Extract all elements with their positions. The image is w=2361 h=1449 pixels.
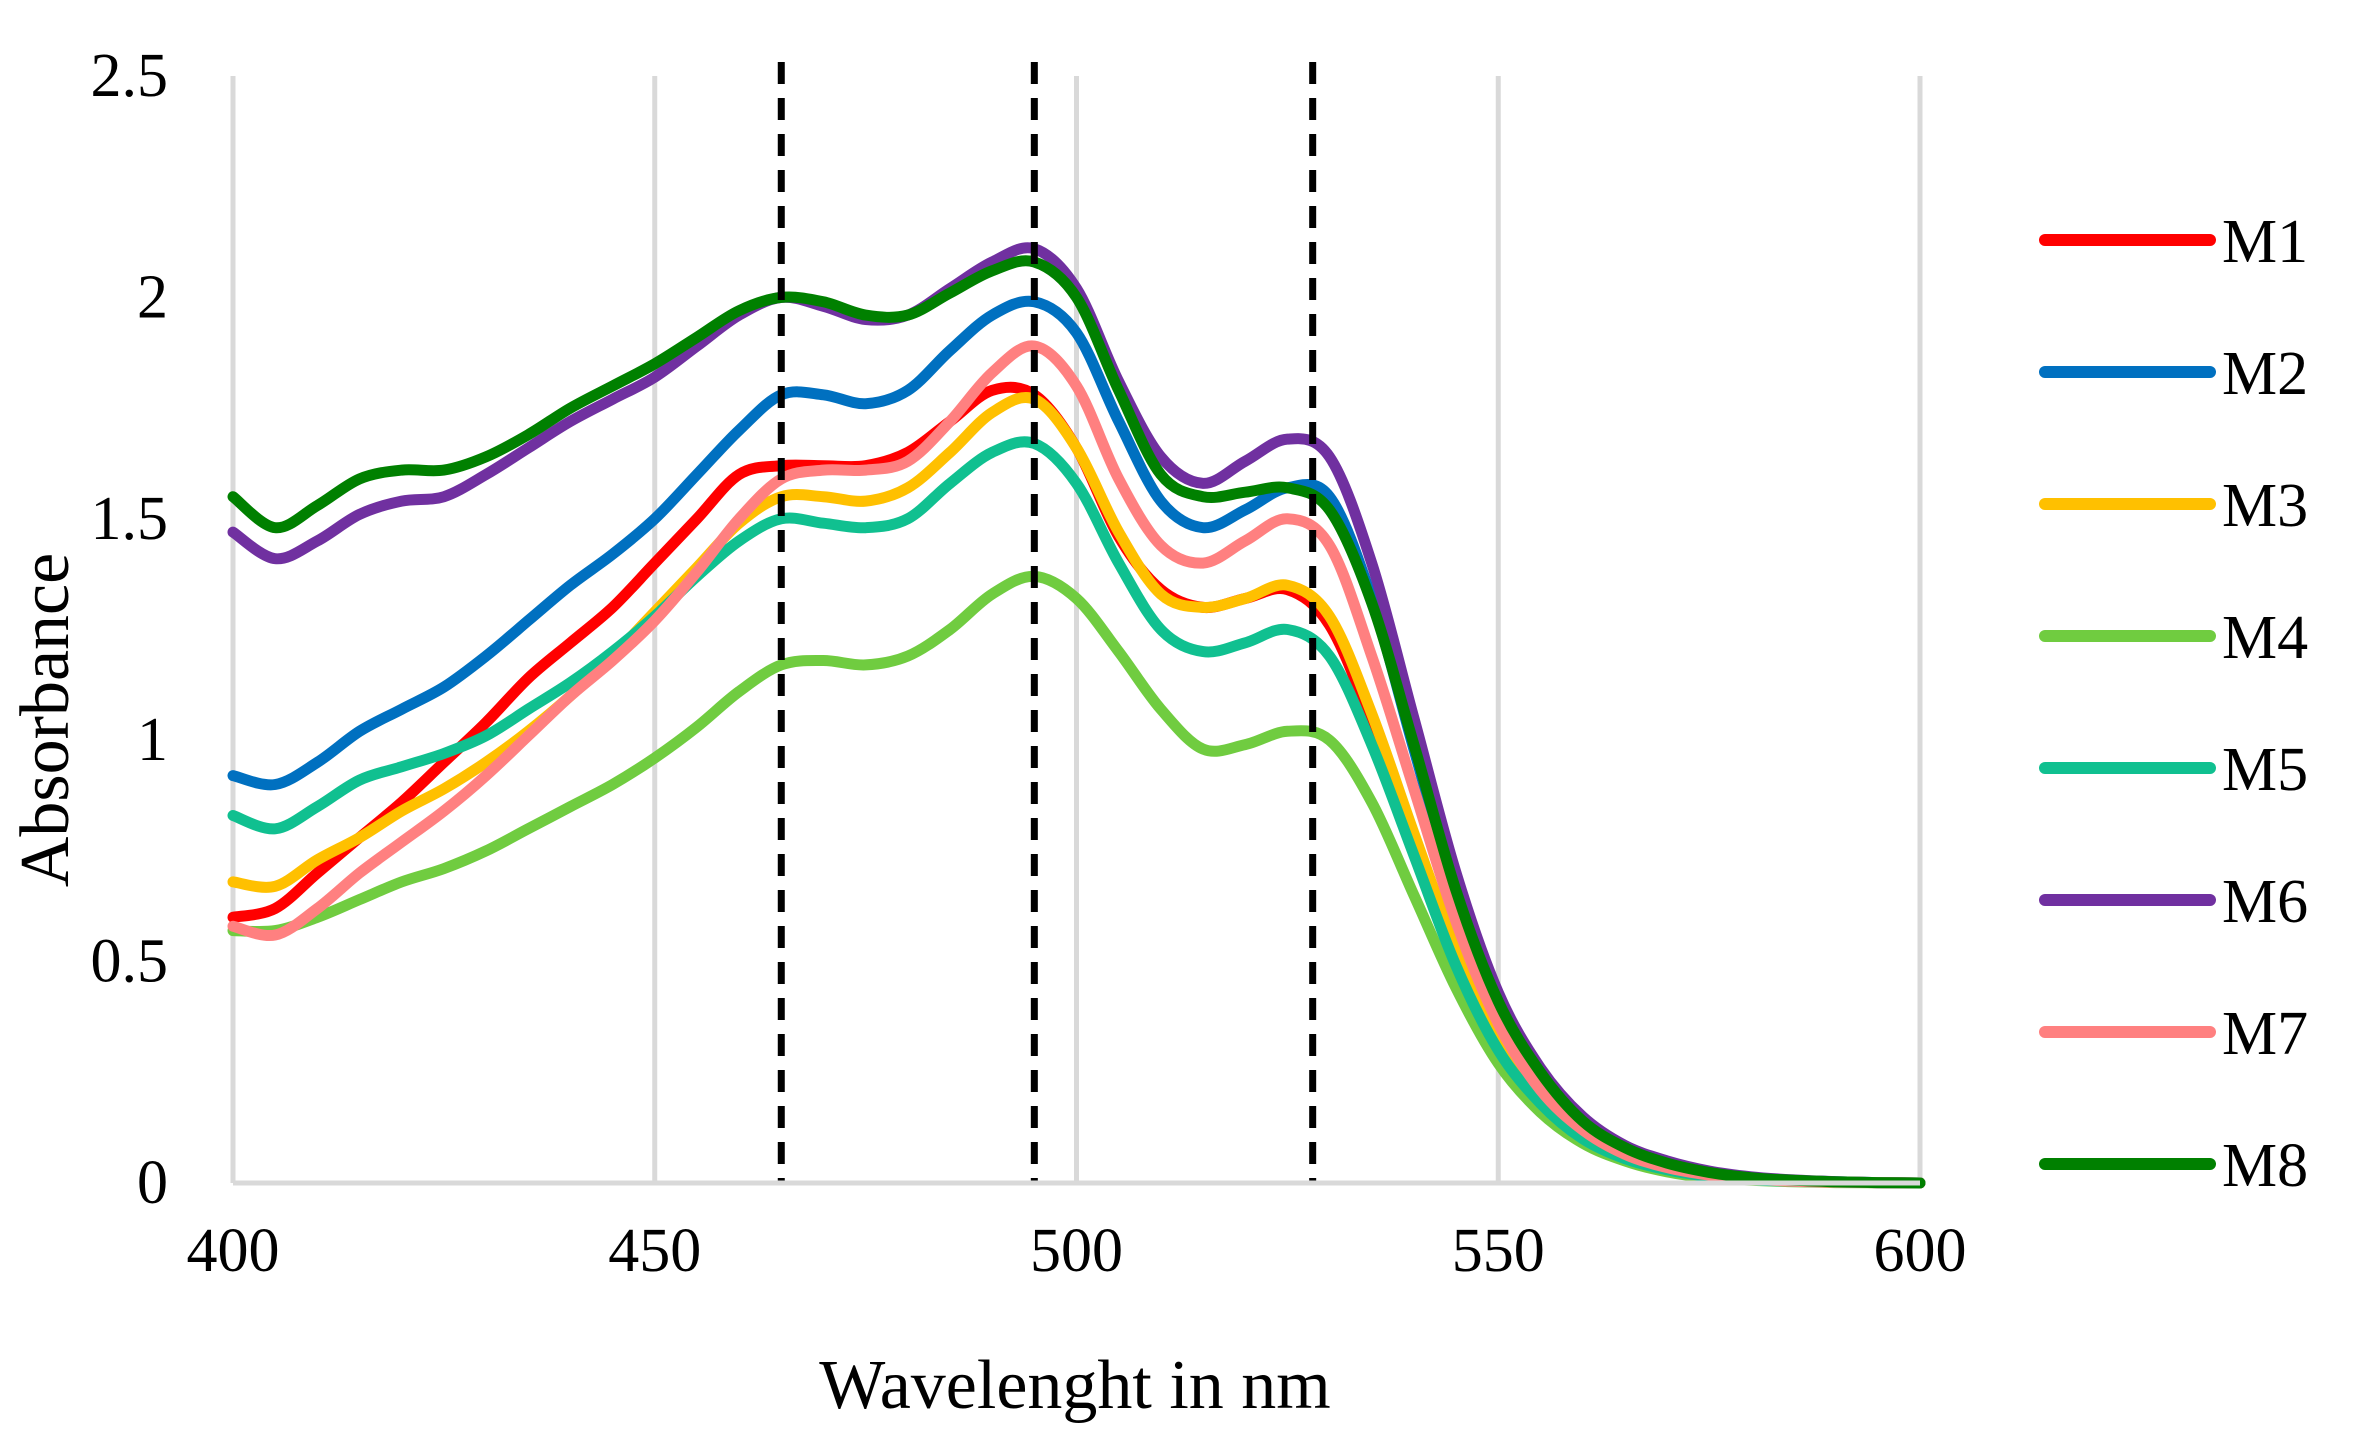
legend-label-m4: M4 [2222,604,2308,672]
y-tick-label: 0 [137,1149,168,1217]
axis-layer: 400 450 500 550 600 0 0.5 1 1.5 2 2.5 [91,42,1967,1285]
x-tick-label: 550 [1452,1217,1545,1285]
legend-label-m1: M1 [2222,208,2308,276]
series-layer [227,242,1926,1189]
legend-label-m8: M8 [2222,1132,2308,1200]
y-tick-label: 1.5 [91,485,169,553]
y-tick-label: 0.5 [91,928,169,996]
x-tick-label: 400 [187,1217,280,1285]
y-axis-title: Absorbance [7,553,84,887]
y-tick-label: 1 [137,706,168,774]
legend-label-m3: M3 [2222,472,2308,540]
legend: M1 M2 M3 M4 M5 M6 M7 M8 [2039,208,2308,1200]
y-tick-label: 2.5 [91,42,169,110]
legend-label-m7: M7 [2222,1000,2308,1068]
y-tick-label: 2 [137,263,168,331]
x-tick-label: 450 [608,1217,701,1285]
x-axis-title: Wavelenght in nm [819,1347,1330,1424]
x-tick-label: 500 [1030,1217,1123,1285]
grid-layer [230,76,1923,1183]
series-line-m8 [227,255,1926,1189]
legend-label-m6: M6 [2222,868,2308,936]
reference-lines-layer [777,62,1317,1183]
series-line-m7 [227,340,1926,1189]
x-tick-label: 600 [1874,1217,1967,1285]
legend-label-m5: M5 [2222,736,2308,804]
legend-label-m2: M2 [2222,340,2308,408]
